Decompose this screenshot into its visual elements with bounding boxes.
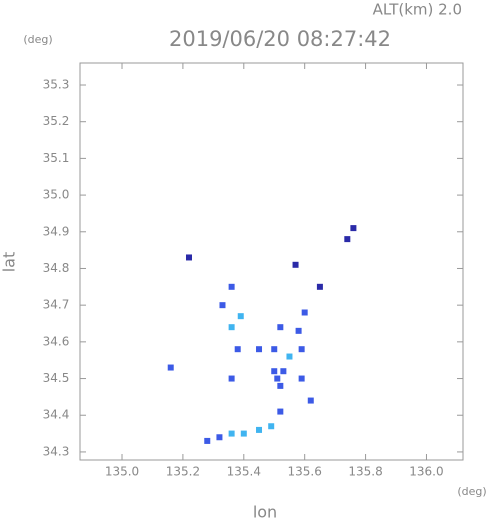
y-tick-label: 35.1 bbox=[43, 151, 70, 165]
echo-point bbox=[234, 346, 241, 353]
echo-point bbox=[256, 346, 263, 353]
y-tick-label: 34.7 bbox=[43, 298, 70, 312]
echo-point bbox=[240, 430, 247, 437]
echo-point bbox=[298, 346, 305, 353]
plot-frame bbox=[79, 62, 464, 461]
y-tick-label: 35.0 bbox=[43, 188, 70, 202]
x-tick-label: 135.0 bbox=[105, 465, 139, 479]
x-unit: (deg) bbox=[457, 485, 486, 498]
y-tick-label: 34.4 bbox=[43, 408, 70, 422]
x-axis-label: lon bbox=[253, 503, 277, 521]
echo-point bbox=[271, 368, 278, 375]
echo-point bbox=[185, 254, 192, 261]
echo-point bbox=[228, 324, 235, 331]
subtitle: ALT(km) 2.0 bbox=[373, 1, 462, 19]
echo-point bbox=[307, 397, 314, 404]
y-tick-label: 35.2 bbox=[43, 114, 70, 128]
echo-point bbox=[295, 327, 302, 334]
y-axis-label: lat bbox=[0, 252, 19, 273]
echo-point bbox=[277, 382, 284, 389]
echo-point bbox=[292, 261, 299, 268]
y-tick-label: 34.6 bbox=[43, 334, 70, 348]
x-tick-label: 135.4 bbox=[227, 465, 261, 479]
echo-point bbox=[228, 375, 235, 382]
echo-point bbox=[344, 236, 351, 243]
x-tick-label: 136.0 bbox=[409, 465, 443, 479]
echo-point bbox=[167, 364, 174, 371]
echo-point bbox=[298, 375, 305, 382]
echo-point bbox=[268, 423, 275, 430]
echo-point bbox=[277, 324, 284, 331]
echo-point bbox=[286, 353, 293, 360]
y-tick-label: 34.9 bbox=[43, 224, 70, 238]
x-tick-label: 135.2 bbox=[166, 465, 200, 479]
y-tick-label: 35.3 bbox=[43, 78, 70, 92]
x-tick-label: 135.6 bbox=[288, 465, 322, 479]
echo-point bbox=[219, 302, 226, 309]
echo-point bbox=[271, 346, 278, 353]
y-tick-label: 34.8 bbox=[43, 261, 70, 275]
echo-point bbox=[316, 283, 323, 290]
echo-point bbox=[274, 375, 281, 382]
echo-point bbox=[277, 408, 284, 415]
x-tick-label: 135.8 bbox=[348, 465, 382, 479]
echo-point bbox=[228, 283, 235, 290]
echo-point bbox=[256, 426, 263, 433]
echo-point bbox=[228, 430, 235, 437]
echo-point bbox=[350, 225, 357, 232]
y-tick-label: 34.5 bbox=[43, 371, 70, 385]
echo-point bbox=[301, 309, 308, 316]
echo-point bbox=[280, 368, 287, 375]
echo-point bbox=[204, 437, 211, 444]
echo-point bbox=[216, 434, 223, 441]
y-unit: (deg) bbox=[23, 33, 52, 46]
y-tick-label: 34.3 bbox=[43, 444, 70, 458]
echo-point bbox=[237, 313, 244, 320]
chart-title: 2019/06/20 08:27:42 bbox=[169, 27, 391, 51]
